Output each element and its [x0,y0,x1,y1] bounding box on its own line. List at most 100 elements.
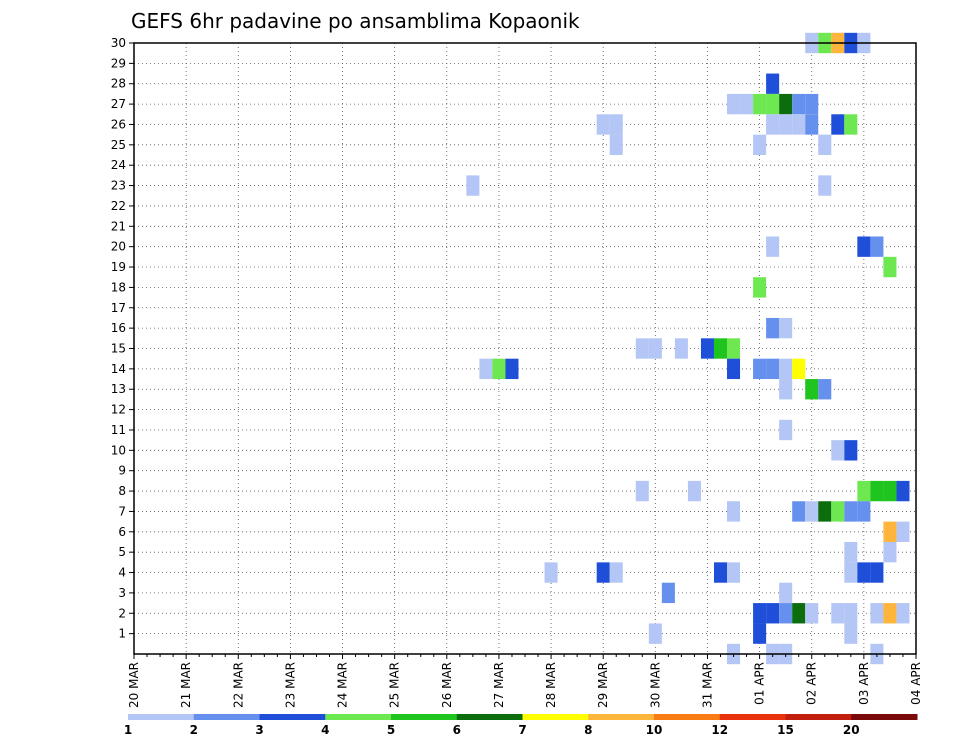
x-tick-label: 31 MAR [700,662,714,708]
heatmap-cell [766,358,780,380]
heatmap-cell [505,358,519,380]
heatmap-cell [844,440,858,461]
heatmap-cell [492,358,506,380]
heatmap-cell [870,480,884,502]
y-tick-label: 27 [111,97,126,111]
heatmap-cell [779,317,793,339]
heatmap-cell [596,114,610,135]
legend-tick-label: 6 [453,723,461,737]
heatmap-cell [753,93,767,115]
legend-swatch [719,714,786,720]
y-tick-label: 4 [118,566,126,580]
legend-swatch [391,714,458,720]
legend-swatch [522,714,589,720]
heatmap-cell [857,501,871,522]
x-tick-label: 22 MAR [231,662,245,708]
heatmap-cell [779,114,793,135]
heatmap-cell [479,358,493,380]
heatmap-cells [466,32,910,665]
y-tick-label: 7 [118,504,126,518]
x-axis-ticks: 20 MAR 21 MAR 22 MAR 23 MAR 24 MAR 25 MAR 26 M… [127,654,923,708]
heatmap-cell [896,521,910,542]
heatmap-cell [844,562,858,583]
legend-swatch [588,714,655,720]
y-tick-label: 20 [111,240,126,254]
heatmap-cell [857,480,871,502]
heatmap-cell [831,440,845,461]
heatmap-cell [596,562,610,583]
y-tick-label: 28 [111,77,126,91]
heatmap-cell [727,93,741,115]
heatmap-cell [753,134,767,156]
heatmap-cell [805,379,819,400]
x-tick-label: 03 APR [857,662,871,705]
legend-swatch [259,714,326,720]
heatmap-cell [713,338,728,359]
heatmap-cell [766,73,780,94]
y-tick-label: 23 [111,179,126,193]
legend-swatch [456,714,523,720]
y-tick-label: 26 [111,117,126,131]
heatmap-cell [792,93,806,115]
y-tick-label: 19 [111,260,126,274]
heatmap-cell [635,480,649,502]
heatmap-cell [818,134,832,156]
heatmap-cell [818,501,832,522]
legend-tick-label: 1 [124,723,132,737]
heatmap-cell [753,358,767,380]
legend-tick-label: 8 [584,723,592,737]
y-tick-label: 29 [111,56,126,70]
y-tick-label: 10 [111,443,126,457]
legend-tick-label: 10 [646,723,663,737]
x-tick-label: 26 MAR [440,662,454,708]
y-tick-label: 22 [111,199,126,213]
y-tick-label: 8 [118,484,126,498]
x-tick-label: 28 MAR [544,662,558,708]
y-tick-label: 15 [111,342,126,356]
heatmap-cell [779,582,793,604]
legend-tick-label: 4 [321,723,329,737]
legend-tick-label: 20 [843,723,860,737]
heatmap-cell [805,603,819,624]
heatmap-cell [792,114,806,135]
y-tick-label: 5 [118,545,126,559]
heatmap-cell [766,93,780,115]
heatmap-cell [609,562,623,583]
heatmap-cell [844,501,858,522]
x-tick-label: 23 MAR [283,662,297,708]
legend-tick-label: 5 [387,723,395,737]
y-axis-ticks: 1234567891011121314151617181920212223242… [111,36,134,641]
y-tick-label: 6 [118,525,126,539]
x-tick-label: 30 MAR [648,662,662,708]
heatmap-cell [844,603,858,624]
heatmap-cell [831,501,845,522]
heatmap-cell [727,338,741,359]
legend-swatch [193,714,260,720]
heatmap-cell [648,623,662,644]
heatmap-cell [844,114,858,135]
y-tick-label: 21 [111,219,126,233]
y-tick-label: 18 [111,280,126,294]
heatmap-cell [779,603,793,624]
heatmap-cell [766,317,780,339]
heatmap-cell [792,358,806,380]
y-tick-label: 1 [118,627,126,641]
legend-swatch [851,714,918,720]
heatmap-cell [753,623,767,644]
y-tick-label: 2 [118,606,126,620]
x-tick-label: 04 APR [909,662,923,705]
heatmap-cell [609,134,623,156]
x-tick-label: 20 MAR [127,662,141,708]
chart-title: GEFS 6hr padavine po ansamblima Kopaonik [131,9,580,33]
y-tick-label: 9 [118,464,126,478]
legend-tick-label: 2 [190,723,198,737]
legend-tick-label: 15 [777,723,794,737]
y-tick-label: 14 [111,362,126,376]
heatmap-cell [779,419,793,441]
heatmap-cell [466,175,480,196]
heatmap-cell [753,277,767,298]
heatmap-cell [883,521,897,542]
y-tick-label: 24 [111,158,126,172]
y-tick-label: 16 [111,321,126,335]
y-tick-label: 3 [118,586,126,600]
